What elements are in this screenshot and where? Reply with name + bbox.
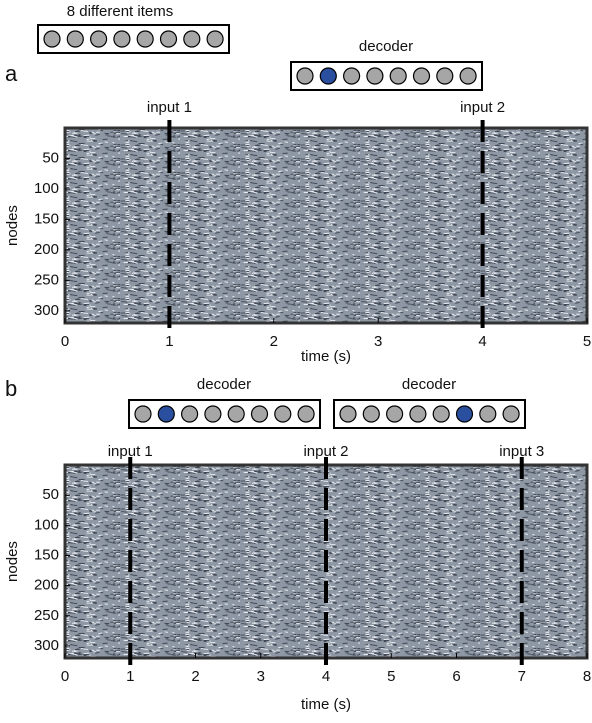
- decoder-label: decoder: [402, 376, 456, 393]
- input-label: input 2: [303, 443, 348, 460]
- x-tick-label: 4: [322, 668, 330, 685]
- item: [297, 405, 315, 423]
- x-tick-label: 1: [126, 668, 134, 685]
- item: [183, 30, 201, 48]
- y-tick-label: 150: [34, 546, 59, 563]
- y-axis-label: nodes: [4, 541, 21, 582]
- panel-label: a: [5, 61, 18, 86]
- item: [43, 30, 61, 48]
- item: [389, 67, 407, 85]
- y-tick-label: 100: [34, 516, 59, 533]
- y-tick-label: 300: [34, 302, 59, 319]
- heatmap: [65, 128, 587, 323]
- item: [250, 405, 269, 423]
- item: [89, 30, 108, 48]
- plot-frame: [63, 126, 589, 325]
- item: [432, 405, 450, 423]
- decoder-label: decoder: [197, 376, 251, 393]
- input-label: input 2: [460, 99, 505, 116]
- item: [366, 67, 384, 85]
- x-tick-label: 2: [191, 668, 199, 685]
- item: [136, 30, 154, 48]
- item: [134, 405, 152, 423]
- y-tick-label: 250: [34, 607, 59, 624]
- panel-label: b: [5, 376, 17, 401]
- x-tick-label: 7: [518, 668, 526, 685]
- y-axis-label: nodes: [4, 205, 21, 246]
- item: [204, 405, 222, 423]
- y-tick-label: 100: [34, 180, 59, 197]
- y-tick-label: 50: [42, 149, 59, 166]
- x-tick-label: 8: [583, 668, 591, 685]
- item: [412, 67, 431, 85]
- x-tick-label: 1: [165, 333, 173, 350]
- item: [319, 67, 337, 85]
- item: [455, 405, 474, 423]
- item: [386, 405, 404, 423]
- item: [436, 67, 454, 85]
- y-tick-label: 300: [34, 637, 59, 654]
- item: [339, 405, 357, 423]
- item: [479, 405, 497, 423]
- item: [157, 405, 175, 423]
- x-tick-label: 3: [374, 333, 382, 350]
- decoder-label: decoder: [359, 38, 413, 55]
- input-label: input 3: [499, 443, 544, 460]
- header: 8 different items: [67, 3, 173, 20]
- x-tick-label: 2: [270, 333, 278, 350]
- item: [227, 405, 245, 423]
- item: [159, 30, 178, 48]
- item: [362, 405, 380, 423]
- item: [296, 67, 314, 85]
- y-tick-label: 200: [34, 577, 59, 594]
- input-label: input 1: [147, 99, 192, 116]
- x-tick-label: 5: [387, 668, 395, 685]
- item: [409, 405, 427, 423]
- item: [206, 30, 224, 48]
- x-tick-label: 3: [257, 668, 265, 685]
- y-tick-label: 250: [34, 271, 59, 288]
- x-tick-label: 0: [61, 333, 69, 350]
- item: [343, 67, 361, 85]
- item: [181, 405, 199, 423]
- y-tick-label: 50: [42, 486, 59, 503]
- item: [274, 405, 292, 423]
- x-tick-label: 5: [583, 333, 591, 350]
- item: [502, 405, 520, 423]
- item: [113, 30, 131, 48]
- input-label: input 1: [108, 443, 153, 460]
- x-tick-label: 4: [478, 333, 486, 350]
- x-axis-label: time (s): [301, 696, 351, 713]
- x-axis-label: time (s): [301, 348, 351, 365]
- y-tick-label: 200: [34, 241, 59, 258]
- x-tick-label: 6: [452, 668, 460, 685]
- y-tick-label: 150: [34, 210, 59, 227]
- x-tick-label: 0: [61, 668, 69, 685]
- item: [66, 30, 84, 48]
- item: [459, 67, 477, 85]
